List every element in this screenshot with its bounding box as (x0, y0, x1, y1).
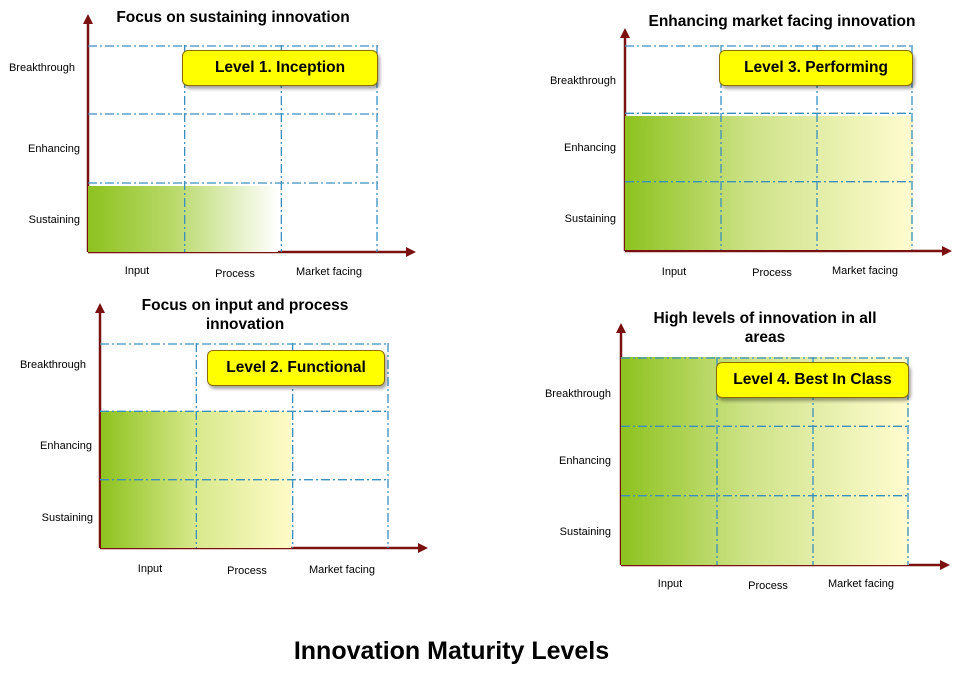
x-label-market-facing: Market facing (308, 564, 376, 576)
x-axis-arrowhead (406, 247, 416, 257)
y-axis-arrowhead (616, 323, 626, 333)
y-label-breakthrough: Breakthrough (549, 75, 616, 87)
y-label-enhancing: Enhancing (564, 142, 616, 154)
x-axis-arrowhead (942, 246, 952, 256)
x-label-process: Process (215, 268, 255, 280)
y-label-sustaining: Sustaining (28, 214, 80, 226)
grid-lines (100, 343, 389, 548)
y-label-breakthrough: Breakthrough (8, 62, 75, 74)
y-label-enhancing: Enhancing (28, 143, 80, 155)
maturity-fill (625, 116, 913, 250)
panel-title: Enhancing market facing innovation (648, 13, 916, 30)
level-badge: Level 1. Inception (182, 50, 378, 86)
y-label-breakthrough: Breakthrough (19, 359, 86, 371)
y-label-sustaining: Sustaining (41, 512, 93, 524)
x-label-input: Input (137, 563, 163, 575)
x-label-process: Process (752, 267, 792, 279)
panel-title: Focus on sustaining innovation (116, 9, 350, 26)
x-label-input: Input (661, 266, 687, 278)
y-label-sustaining: Sustaining (564, 213, 616, 225)
x-label-market-facing: Market facing (295, 266, 363, 278)
y-axis-arrowhead (95, 303, 105, 313)
panel-title-text: High levels of innovation in all areas (653, 310, 877, 346)
panel-title: High levels of innovation in all areas (620, 309, 910, 347)
axis-arrows-panel-2 (95, 303, 428, 553)
level-badge: Level 2. Functional (207, 350, 385, 386)
x-label-process: Process (227, 565, 267, 577)
y-label-breakthrough: Breakthrough (544, 388, 611, 400)
y-label-sustaining: Sustaining (559, 526, 611, 538)
level-badge: Level 4. Best In Class (716, 362, 909, 398)
x-label-input: Input (124, 265, 150, 277)
x-axis-arrowhead (418, 543, 428, 553)
panel-title-text: Focus on input and process innovation (141, 297, 349, 333)
x-axis-arrowhead (940, 560, 950, 570)
maturity-grid (100, 343, 389, 548)
x-label-market-facing: Market facing (831, 265, 899, 277)
y-label-enhancing: Enhancing (559, 455, 611, 467)
x-label-process: Process (748, 580, 788, 592)
panel-title: Focus on input and process innovation (100, 296, 390, 334)
maturity-fill (88, 186, 278, 252)
y-axis-arrowhead (620, 28, 630, 38)
level-badge: Level 3. Performing (719, 50, 913, 86)
y-axis-arrowhead (83, 14, 93, 24)
page-title: Innovation Maturity Levels (293, 637, 610, 665)
y-label-enhancing: Enhancing (40, 440, 92, 452)
x-label-market-facing: Market facing (827, 578, 895, 590)
x-label-input: Input (657, 578, 683, 590)
